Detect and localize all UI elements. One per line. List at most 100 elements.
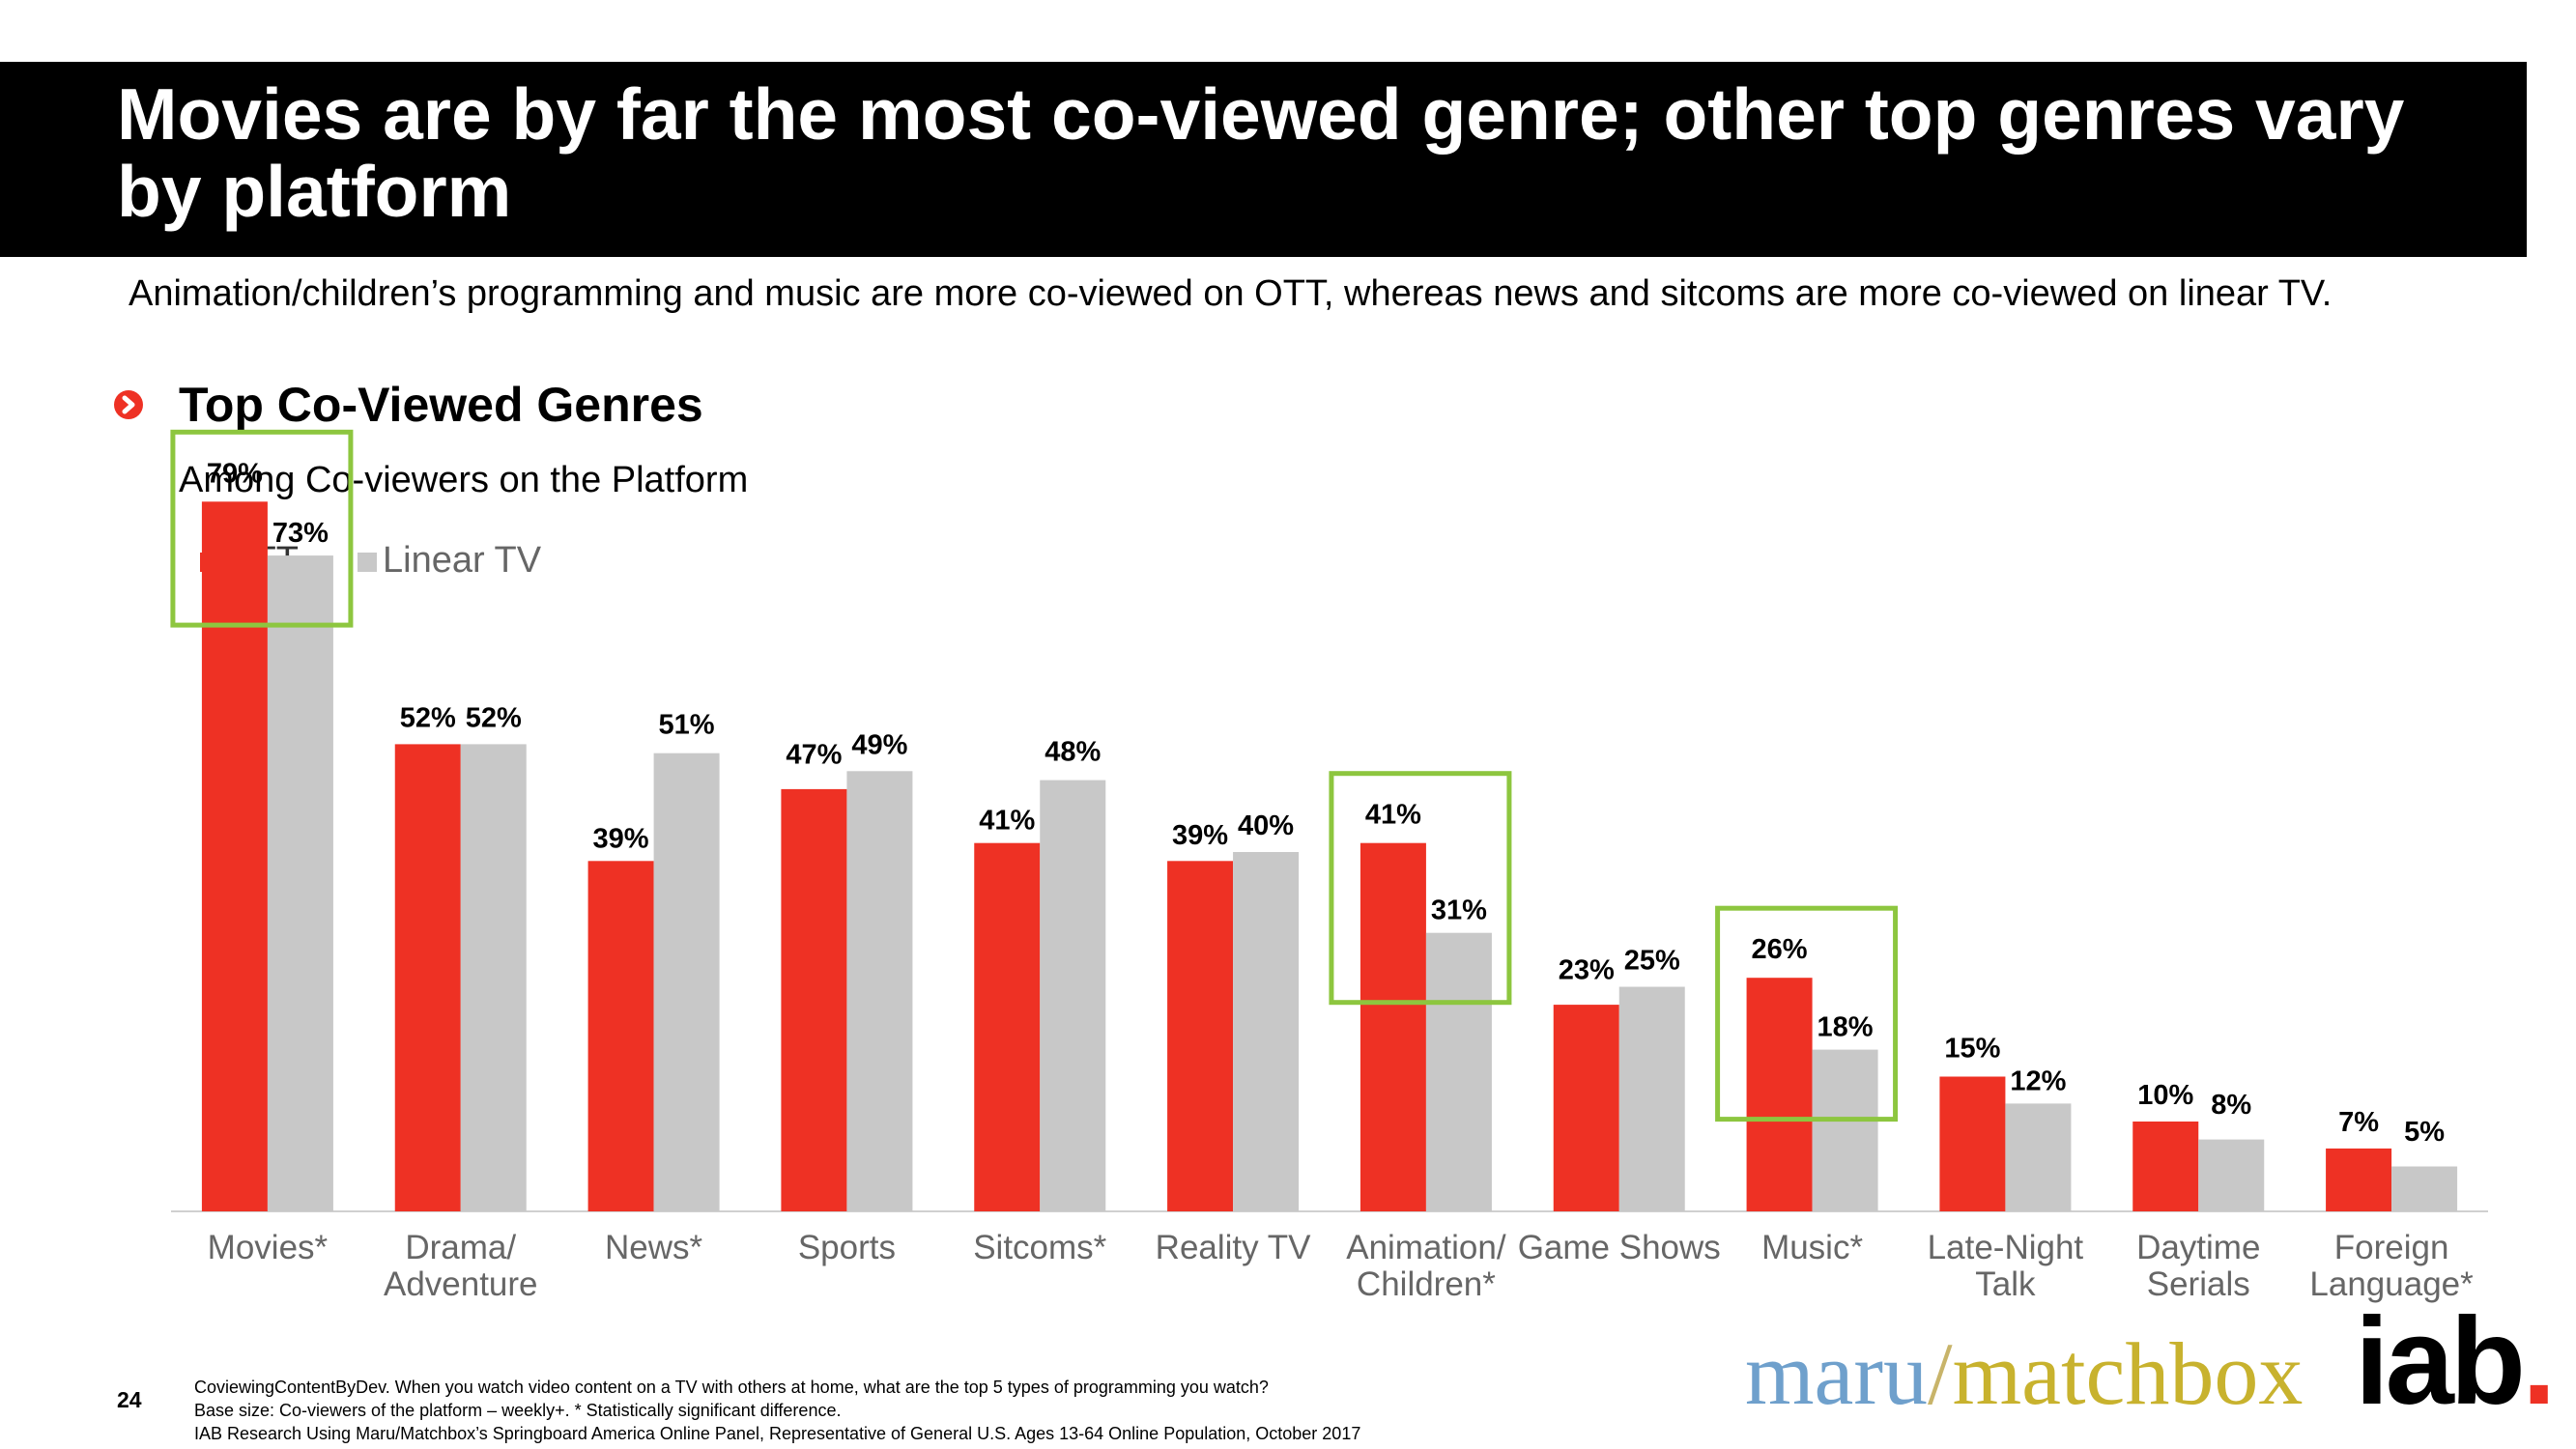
tick-label-line: Adventure (384, 1265, 538, 1303)
data-label-ott: 47% (786, 739, 842, 770)
data-label-linear-tv: 18% (1818, 1012, 1874, 1043)
tick-label-line: Language* (2309, 1265, 2474, 1303)
tick-label: Foreign Language* (2309, 1229, 2474, 1303)
bar-linear-tv (460, 744, 527, 1211)
data-label-linear-tv: 5% (2404, 1117, 2445, 1148)
bar-ott (1167, 861, 1234, 1211)
data-label-linear-tv: 12% (2010, 1065, 2066, 1096)
chart-subtitle: Among Co-viewers on the Platform (179, 460, 749, 500)
chart-title: Top Co-Viewed Genres (179, 378, 703, 432)
logo-maru-text: maru (1745, 1324, 1929, 1423)
highlight-box (1715, 905, 1899, 1122)
tick-label: News* (605, 1229, 703, 1266)
tick-label: Sitcoms* (973, 1229, 1106, 1266)
data-label-ott: 79% (207, 458, 263, 489)
tick-label: Sports (798, 1229, 896, 1266)
bar-linear-tv (1233, 852, 1300, 1211)
tick-label-line: News* (605, 1229, 703, 1266)
bar-chart: OTTLinear TV79%73%Movies*52%52%Drama/Adv… (170, 429, 2488, 1303)
tick-label-line: Sitcoms* (973, 1229, 1106, 1266)
data-label-linear-tv: 48% (1045, 737, 1101, 768)
bar-ott (2132, 1122, 2199, 1211)
tick-label: Movies* (208, 1229, 329, 1266)
data-label-linear-tv: 40% (1238, 810, 1294, 841)
bar-linear-tv (653, 753, 720, 1211)
tick-label: Drama/Adventure (384, 1229, 538, 1303)
bar-linear-tv (2198, 1139, 2265, 1211)
iab-logo: iab. (2355, 1299, 2556, 1425)
tick-label: Game Shows (1518, 1229, 1721, 1266)
legend-label-linear-tv: Linear TV (383, 540, 542, 581)
page-number: 24 (117, 1387, 142, 1412)
bar-ott (1360, 842, 1426, 1211)
data-label-ott: 23% (1559, 955, 1615, 986)
tick-label-line: Foreign (2334, 1229, 2449, 1266)
maru-matchbox-logo: maru/matchbox (1745, 1325, 2303, 1422)
highlight-box (1329, 771, 1512, 1006)
tick-label-line: Sports (798, 1229, 896, 1266)
bar-linear-tv (2005, 1103, 2072, 1211)
bar-linear-tv (1425, 932, 1492, 1211)
tick-label: Daytime Serials (2136, 1229, 2260, 1303)
data-label-ott: 52% (400, 702, 456, 733)
logo-iab-dot: . (2521, 1293, 2557, 1431)
data-label-linear-tv: 73% (272, 518, 329, 549)
data-label-linear-tv: 51% (659, 710, 715, 741)
bar-linear-tv (267, 555, 333, 1211)
bar-ott (781, 788, 847, 1211)
bar-ott (1553, 1005, 1619, 1211)
data-label-linear-tv: 52% (466, 702, 522, 733)
bar-linear-tv (2391, 1166, 2458, 1211)
page-subtitle: Animation/children’s programming and mus… (129, 273, 2333, 314)
footnotes: CoviewingContentByDev. When you watch vi… (194, 1376, 1360, 1445)
title-bar: Movies are by far the most co-viewed gen… (0, 62, 2527, 257)
tick-label-line: Music* (1761, 1229, 1863, 1266)
bar-ott (2326, 1148, 2392, 1211)
tick-label-line: Game Shows (1518, 1229, 1721, 1266)
data-label-ott: 39% (593, 823, 649, 854)
bar-ott (1939, 1076, 2006, 1211)
tick-label: Reality TV (1156, 1229, 1311, 1266)
chevron-right-icon (114, 390, 143, 419)
footnote-base: Base size: Co-viewers of the platform – … (194, 1401, 842, 1420)
logo-iab-text: iab (2355, 1293, 2526, 1431)
bar-linear-tv (1618, 986, 1685, 1211)
bar-ott (394, 744, 461, 1211)
data-label-ott: 15% (1944, 1034, 2000, 1065)
tick-label-line: Late-Night (1928, 1229, 2084, 1266)
bar-ott (587, 861, 654, 1211)
tick-label: Music* (1761, 1229, 1863, 1266)
data-label-ott: 10% (2137, 1080, 2193, 1111)
tick-label-line: Daytime (2136, 1229, 2260, 1266)
footnote-question: CoviewingContentByDev. When you watch vi… (194, 1378, 1269, 1397)
bar-linear-tv (846, 771, 913, 1211)
bar-ott (1746, 978, 1813, 1211)
tick-label: Animation/Children* (1346, 1229, 1506, 1303)
data-label-ott: 41% (979, 806, 1035, 837)
bar-linear-tv (1812, 1049, 1878, 1211)
tick-label-line: Movies* (208, 1229, 329, 1266)
logo-matchbox-text: matchbox (1952, 1324, 2304, 1423)
highlight-box (170, 429, 354, 628)
data-label-ott: 7% (2338, 1107, 2379, 1138)
data-label-linear-tv: 25% (1624, 946, 1680, 977)
bar-ott (201, 501, 268, 1211)
tick-label-line: Drama/ (405, 1229, 516, 1266)
logo-slash: / (1928, 1324, 1953, 1423)
tick-label-line: Serials (2147, 1265, 2250, 1303)
bar-linear-tv (1040, 780, 1106, 1211)
page-title: Movies are by far the most co-viewed gen… (117, 73, 2405, 232)
data-label-ott: 26% (1752, 934, 1808, 965)
legend-swatch-linear-tv (358, 553, 377, 572)
data-label-linear-tv: 8% (2211, 1090, 2251, 1121)
footnote-source: IAB Research Using Maru/Matchbox’s Sprin… (194, 1424, 1361, 1443)
data-label-ott: 39% (1172, 820, 1228, 851)
tick-label-line: Talk (1975, 1265, 2036, 1303)
tick-label-line: Reality TV (1156, 1229, 1311, 1266)
tick-label-line: Children* (1357, 1265, 1496, 1303)
data-label-linear-tv: 49% (851, 729, 907, 760)
bar-ott (974, 842, 1041, 1211)
data-label-ott: 41% (1365, 800, 1421, 831)
tick-label: Late-Night Talk (1928, 1229, 2084, 1303)
tick-label-line: Animation/ (1346, 1229, 1506, 1266)
